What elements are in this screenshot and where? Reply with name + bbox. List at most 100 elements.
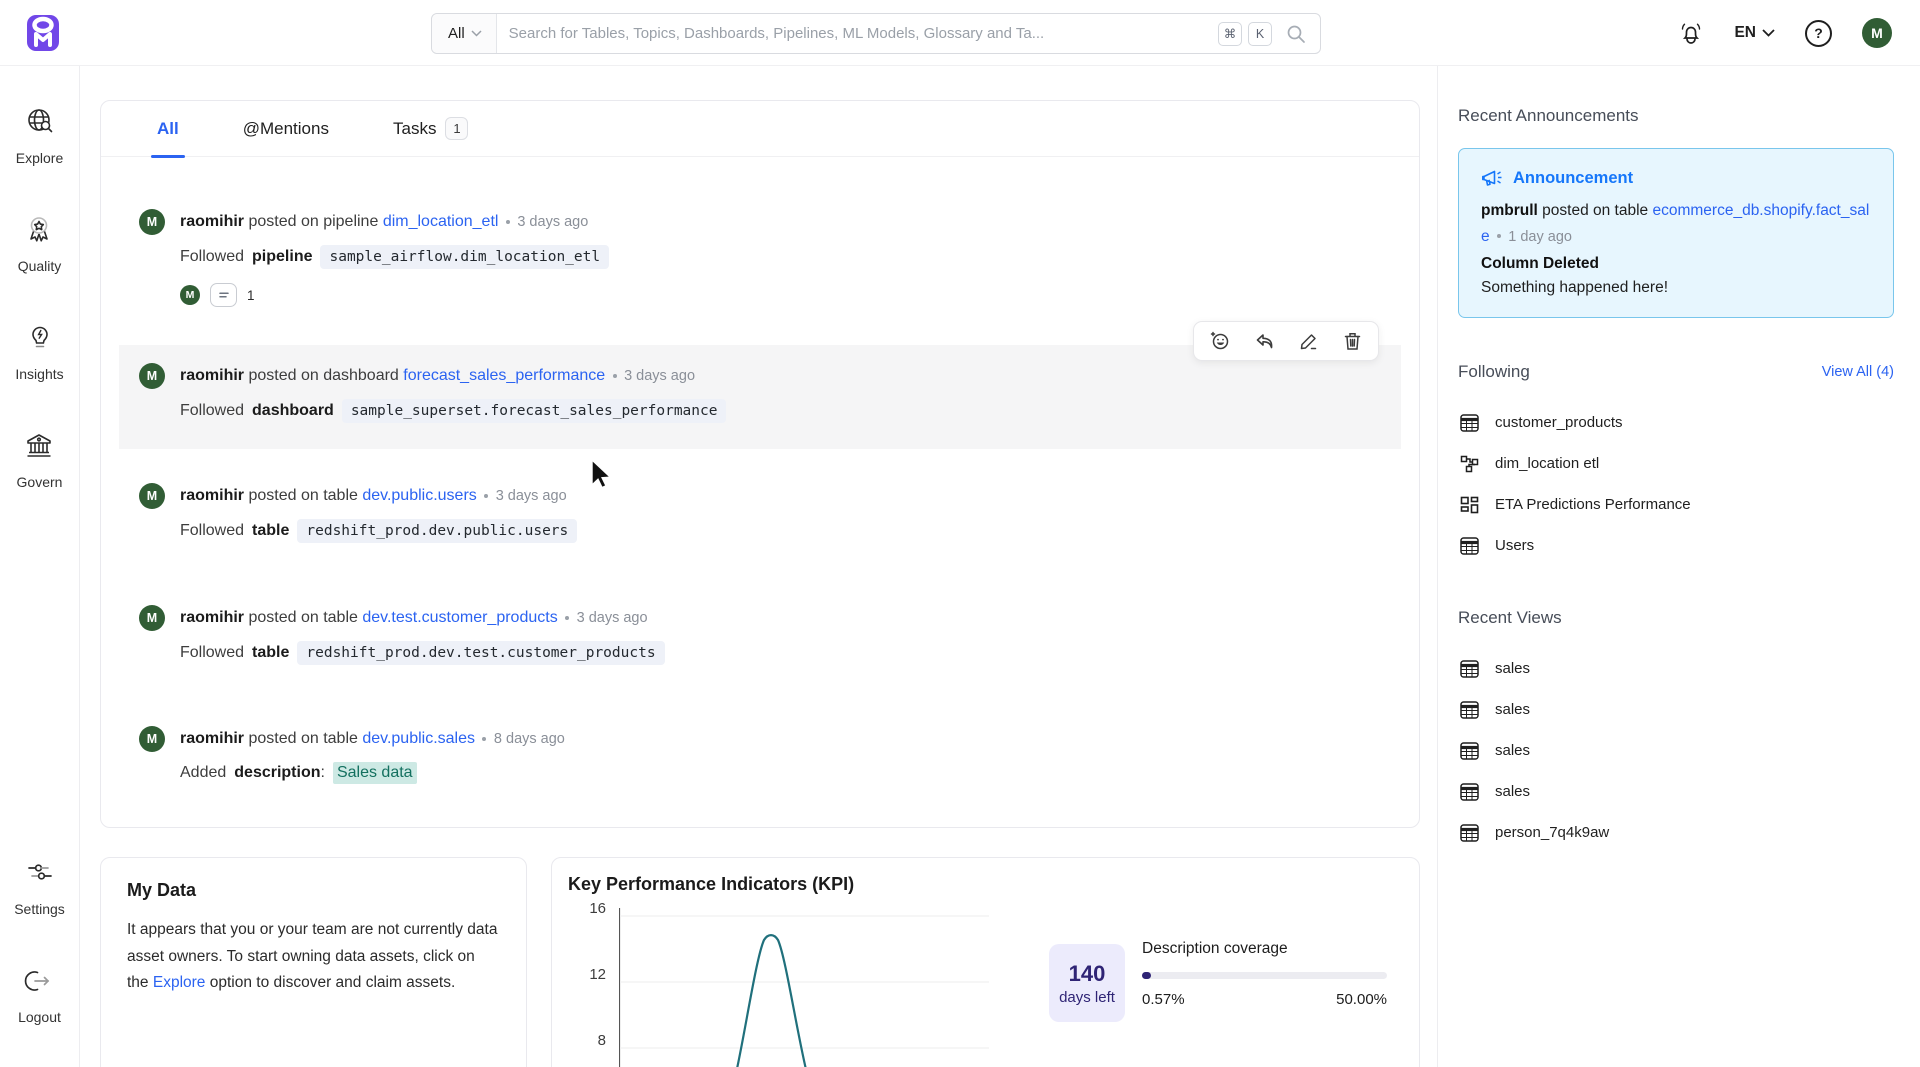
left-sidebar: Explore Quality Insights <box>0 66 80 1067</box>
edit-icon[interactable] <box>1299 331 1319 351</box>
delete-icon[interactable] <box>1343 331 1362 351</box>
search-icon[interactable] <box>1286 24 1306 44</box>
sidebar-item-explore[interactable]: Explore <box>16 104 63 166</box>
coverage-progress-fill <box>1142 972 1151 979</box>
feed-timestamp: 3 days ago <box>495 488 567 504</box>
notifications-bell-icon[interactable] <box>1678 20 1704 46</box>
announcement-user[interactable]: pmbrull <box>1481 202 1538 219</box>
table-icon <box>1460 414 1479 432</box>
tab-mentions[interactable]: @Mentions <box>243 101 329 157</box>
shortcut-k-key: K <box>1248 21 1272 46</box>
announcement-card[interactable]: Announcement pmbrull posted on table eco… <box>1458 148 1894 319</box>
recent-views-list: sales sales sales sales <box>1458 648 1894 853</box>
recent-view-item[interactable]: sales <box>1458 730 1894 771</box>
reply-icon[interactable] <box>1254 332 1275 351</box>
help-icon[interactable]: ? <box>1805 19 1832 47</box>
feed-item: M raomihir posted on pipeline dim_locati… <box>101 209 1419 307</box>
view-all-link[interactable]: View All (4) <box>1821 364 1894 381</box>
explore-icon <box>22 104 58 140</box>
openmetadata-logo[interactable] <box>24 13 62 53</box>
recent-view-item[interactable]: sales <box>1458 689 1894 730</box>
y-tick: 12 <box>589 966 606 983</box>
search-scope-value: All <box>448 25 465 42</box>
feed-action: posted on table <box>248 609 358 626</box>
user-avatar[interactable]: M <box>1862 18 1892 48</box>
feed-entity-link[interactable]: dev.public.sales <box>362 730 475 747</box>
avatar[interactable]: M <box>139 483 165 509</box>
kpi-line-chart <box>619 908 989 1067</box>
feed-timestamp: 3 days ago <box>624 368 696 384</box>
feed-body-type: table <box>252 644 290 661</box>
feed-user[interactable]: raomihir <box>180 730 245 747</box>
feed-action: posted on table <box>248 487 358 504</box>
avatar[interactable]: M <box>139 209 165 235</box>
avatar[interactable]: M <box>139 605 165 631</box>
chevron-down-icon <box>471 30 482 37</box>
recent-view-item[interactable]: person_7q4k9aw <box>1458 812 1894 853</box>
reply-thread-icon[interactable] <box>210 283 237 307</box>
top-bar: All ⌘ K EN ? <box>0 0 1920 66</box>
following-list: customer_products dim_location etl ETA P… <box>1458 402 1894 566</box>
sidebar-label: Explore <box>15 150 64 166</box>
my-data-text-after: option to discover and claim assets. <box>209 974 456 992</box>
sidebar-item-settings[interactable]: Settings <box>14 855 65 917</box>
dot-separator <box>1496 234 1501 239</box>
recent-view-label: person_7q4k9aw <box>1495 824 1610 842</box>
following-item[interactable]: ETA Predictions Performance <box>1458 484 1894 525</box>
feed-body-prefix: Followed <box>180 248 245 265</box>
feed-user[interactable]: raomihir <box>180 213 245 230</box>
tasks-count-badge: 1 <box>445 117 469 140</box>
sidebar-item-logout[interactable]: Logout <box>18 963 61 1025</box>
following-item[interactable]: Users <box>1458 525 1894 566</box>
following-item[interactable]: customer_products <box>1458 402 1894 443</box>
add-reaction-icon[interactable] <box>1210 331 1230 351</box>
reaction-avatar[interactable]: M <box>180 285 200 305</box>
tab-tasks[interactable]: Tasks 1 <box>392 101 469 157</box>
search-scope-select[interactable]: All <box>432 14 497 53</box>
feed-item: M raomihir posted on dashboard forecast_… <box>139 363 1381 423</box>
announcement-entity-link[interactable]: ecommerce_db.shopify.fact_sale <box>1481 202 1870 245</box>
feed-action: posted on dashboard <box>248 367 399 384</box>
insights-bulb-icon <box>22 320 58 356</box>
feed-item: M raomihir posted on table dev.test.cust… <box>101 605 1419 665</box>
sidebar-item-govern[interactable]: Govern <box>17 428 62 490</box>
recent-view-item[interactable]: sales <box>1458 648 1894 689</box>
table-icon <box>1460 783 1479 801</box>
announcements-heading: Recent Announcements <box>1458 106 1639 125</box>
search-input[interactable] <box>496 25 1218 42</box>
sidebar-item-insights[interactable]: Insights <box>15 320 64 382</box>
feed-user[interactable]: raomihir <box>180 487 245 504</box>
tab-all[interactable]: All <box>151 101 185 158</box>
announcement-text: pmbrull posted on table ecommerce_db.sho… <box>1481 198 1871 249</box>
description-highlight: Sales data <box>332 762 417 784</box>
following-item[interactable]: dim_location etl <box>1458 443 1894 484</box>
feed-body-type: pipeline <box>252 248 313 265</box>
feed-item-hovered: M raomihir posted on dashboard forecast_… <box>119 321 1401 449</box>
feed-user[interactable]: raomihir <box>180 367 245 384</box>
feed-entity-link[interactable]: forecast_sales_performance <box>403 367 606 384</box>
my-data-text: It appears that you or your team are not… <box>127 917 500 997</box>
language-select[interactable]: EN <box>1734 24 1775 42</box>
announcement-label: Announcement <box>1513 169 1634 187</box>
feed-body-type: table <box>252 522 290 539</box>
feed-tabs: All @Mentions Tasks 1 <box>101 101 1419 158</box>
coverage-progress-bar <box>1142 972 1387 979</box>
feed-entity-link[interactable]: dev.public.users <box>362 487 477 504</box>
feed-entity-link[interactable]: dev.test.customer_products <box>362 609 558 626</box>
coverage-block: Description coverage 0.57% 50.00% <box>1142 940 1387 1008</box>
activity-feed-card: All @Mentions Tasks 1 M raomihir posted … <box>100 100 1420 828</box>
recent-view-item[interactable]: sales <box>1458 771 1894 812</box>
avatar[interactable]: M <box>139 363 165 389</box>
dot-separator <box>482 736 487 741</box>
feed-user[interactable]: raomihir <box>180 609 245 626</box>
govern-bank-icon <box>21 428 57 464</box>
sidebar-item-quality[interactable]: Quality <box>18 212 61 274</box>
feed-entity-link[interactable]: dim_location_etl <box>382 213 499 230</box>
avatar[interactable]: M <box>139 726 165 752</box>
tab-label: Tasks <box>392 118 437 138</box>
table-icon <box>1460 537 1479 555</box>
feed-body-prefix: Followed <box>180 402 245 419</box>
explore-link[interactable]: Explore <box>152 974 206 992</box>
feed-body-prefix: Followed <box>180 644 245 661</box>
chevron-down-icon <box>1762 29 1775 37</box>
